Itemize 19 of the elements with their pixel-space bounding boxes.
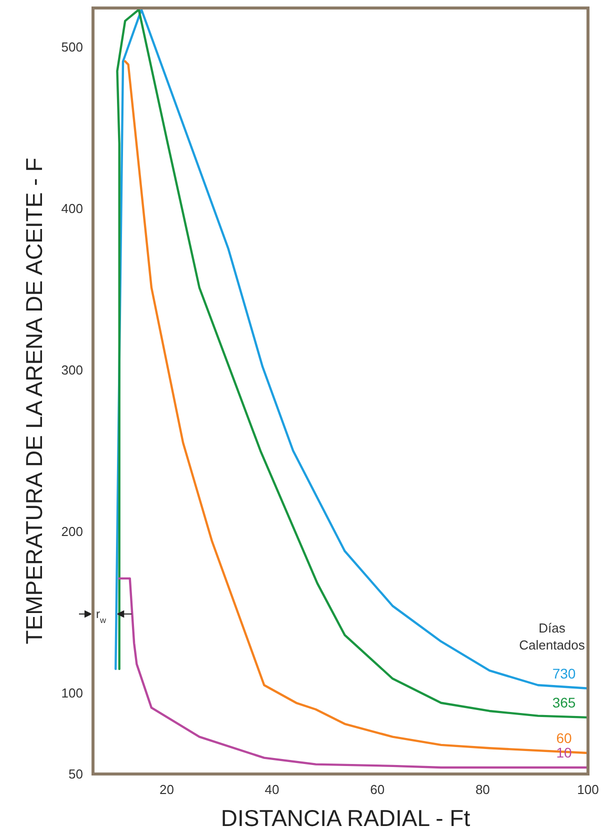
line-series: [118, 577, 590, 769]
x-tick-label: 40: [264, 782, 280, 797]
series-label: 365: [552, 694, 576, 710]
y-tick-label: 400: [61, 200, 83, 216]
y-tick-label: 50: [68, 766, 83, 782]
x-tick-label: 80: [475, 782, 490, 797]
x-axis-title: DISTANCIA RADIAL - Ft: [220, 805, 471, 831]
y-tick-label: 100: [61, 686, 83, 701]
y-tick-label: 200: [61, 524, 83, 540]
y-tick-label: 300: [61, 362, 83, 378]
legend-title: Días Calentados: [519, 620, 586, 652]
y-axis-title: TEMPERATURA DE LA ARENA DE ACEITE - F: [21, 158, 47, 644]
annotation: r$_{w}$: [96, 607, 107, 626]
x-tick-label: 20: [159, 782, 174, 797]
series-label: 730: [552, 665, 576, 682]
y-tick-label: 500: [61, 39, 83, 54]
x-tick-label: 100: [577, 782, 599, 797]
series-label: 60: [556, 730, 572, 746]
x-tick-label: 60: [370, 782, 385, 797]
